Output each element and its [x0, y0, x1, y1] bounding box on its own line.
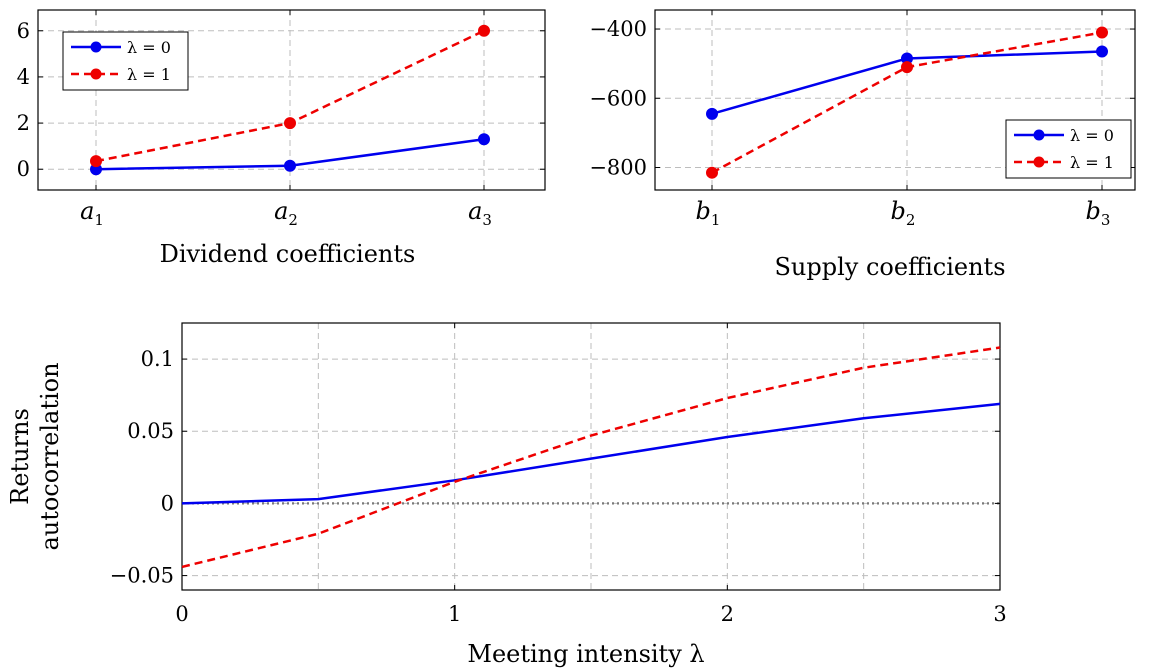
y-tick-label: 4	[17, 65, 30, 89]
y-tick-label: −0.05	[110, 564, 174, 588]
series-line-0	[181, 402, 1001, 505]
x-tick-label-subscript: 1	[711, 211, 721, 229]
data-point-series-0	[1096, 45, 1108, 58]
legend: λ = 0 λ = 1	[62, 31, 189, 91]
x-axis-title: Meeting intensity λ	[467, 640, 704, 668]
y-tick-label: 0	[161, 491, 174, 515]
legend-marker-1	[1033, 156, 1045, 168]
data-point-series-1	[1096, 26, 1108, 39]
x-axis-title: Supply coefficients	[774, 253, 1005, 281]
series-line-1	[181, 346, 1001, 569]
data-point-series-0	[706, 107, 718, 120]
x-tick-label-base: a	[80, 197, 94, 225]
x-tick-label-subscript: 2	[906, 211, 916, 229]
legend-marker-0	[90, 41, 102, 53]
legend-box	[1005, 119, 1132, 179]
legend-label: λ = 0	[127, 38, 171, 57]
legend-label: λ = 1	[1070, 153, 1114, 172]
x-axis-title: Dividend coefficients	[160, 240, 416, 268]
data-point-series-1	[478, 24, 490, 37]
plot-frame	[654, 9, 1136, 191]
legend: λ = 0 λ = 1	[1005, 119, 1132, 179]
plot-frame	[181, 322, 1001, 591]
x-tick-label: 3	[993, 602, 1006, 626]
x-tick-label: b1	[696, 197, 721, 229]
data-point-series-0	[478, 133, 490, 146]
data-point-series-1	[901, 61, 913, 74]
y-tick-label: 6	[17, 19, 30, 43]
y-tick-label: 0.05	[127, 419, 174, 443]
legend-label: λ = 0	[1070, 126, 1114, 145]
legend-marker-1	[90, 68, 102, 80]
x-tick-label: 1	[448, 602, 461, 626]
y-axis-title-line: Returns	[6, 408, 34, 505]
x-tick-label-subscript: 3	[482, 211, 492, 229]
x-tick-label-base: b	[696, 197, 711, 225]
y-tick-label: 0	[17, 157, 30, 181]
data-point-series-1	[284, 117, 296, 130]
y-tick-label: 0.1	[141, 347, 174, 371]
x-tick-label: b3	[1086, 197, 1111, 229]
y-tick-label: −400	[589, 17, 647, 41]
x-tick-label: 2	[721, 602, 734, 626]
x-tick-label-base: a	[274, 197, 288, 225]
x-tick-label: 0	[175, 602, 188, 626]
plot-frame	[37, 9, 546, 191]
x-tick-label-base: b	[891, 197, 906, 225]
x-tick-label: a3	[468, 197, 492, 229]
y-tick-label: 2	[17, 111, 30, 135]
x-tick-label-subscript: 1	[94, 211, 104, 229]
data-point-series-1	[90, 155, 102, 168]
x-tick-label: a1	[80, 197, 104, 229]
x-tick-label: a2	[274, 197, 298, 229]
x-tick-label-subscript: 2	[288, 211, 298, 229]
y-axis-title-line: autocorrelation	[36, 362, 64, 550]
x-tick-label: b2	[891, 197, 916, 229]
data-point-series-0	[284, 159, 296, 172]
y-tick-label: −600	[589, 86, 647, 110]
x-tick-label-subscript: 3	[1101, 211, 1111, 229]
legend-marker-0	[1033, 129, 1045, 141]
legend-box	[62, 31, 189, 91]
y-tick-label: −800	[589, 156, 647, 180]
legend-label: λ = 1	[127, 65, 171, 84]
y-axis-title: Returns autocorrelation	[6, 362, 64, 550]
x-tick-label-base: a	[468, 197, 482, 225]
data-point-series-1	[706, 166, 718, 179]
x-tick-label-base: b	[1086, 197, 1101, 225]
